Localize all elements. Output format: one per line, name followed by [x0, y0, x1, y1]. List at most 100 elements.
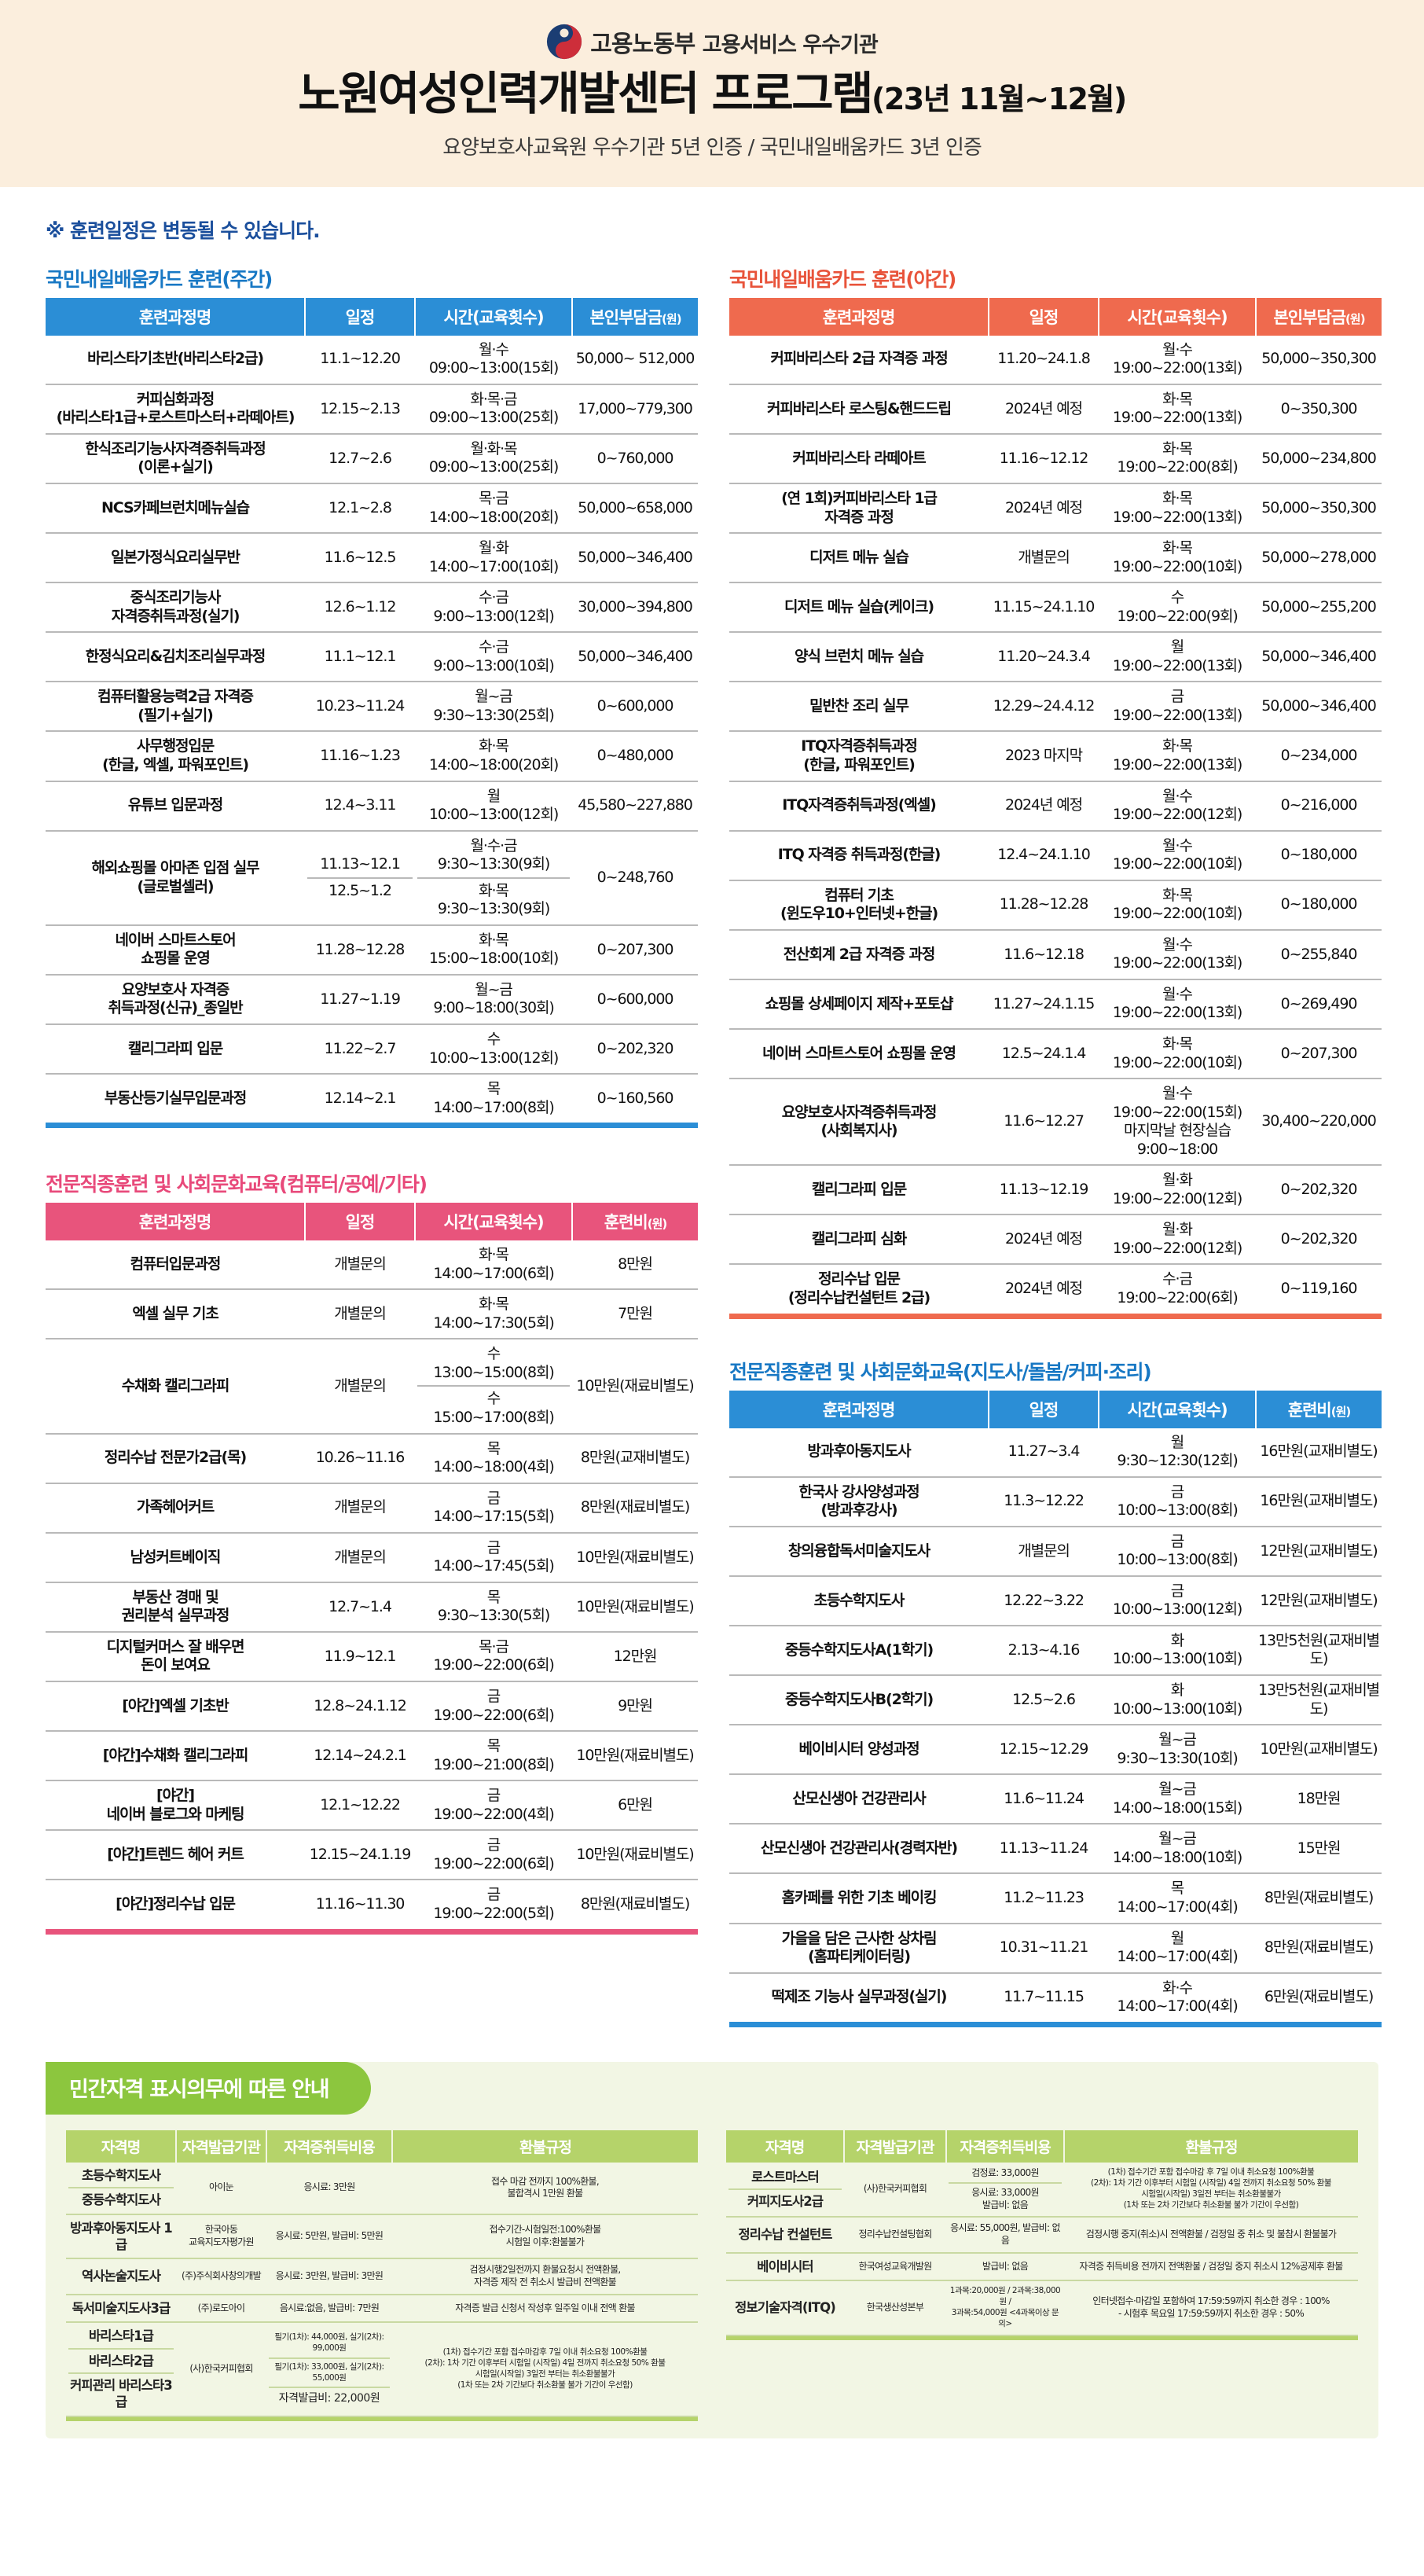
col-time: 시간(교육횟수) — [415, 1203, 573, 1241]
table-row: ITQ 자격증 취득과정(한글) 12.4~24.1.10 월·수 19:00~22:… — [729, 830, 1382, 881]
col-date: 일정 — [989, 1390, 1099, 1428]
cell-time: 목·금 19:00~22:00(6회) — [415, 1631, 572, 1683]
cell-course-name: 홈카페를 위한 기초 베이킹 — [729, 1873, 989, 1924]
col-fee: 본인부담금(원) — [572, 297, 698, 336]
cell-time: 수 19:00~22:00(9회) — [1099, 582, 1256, 634]
cell-date: 개별문의 — [305, 1240, 415, 1291]
cell-fee: 0~180,000 — [1256, 880, 1382, 931]
cell-time: 금 19:00~22:00(4회) — [415, 1780, 572, 1832]
cell-course-name: (연 1회)커피바리스타 1급 자격증 과정 — [729, 483, 989, 535]
cell-fee: 0~248,760 — [572, 830, 698, 926]
cell-course-name: 정리수납 입문 (정리수납컨설턴트 2급) — [787, 1270, 930, 1307]
table-day-footer-bar — [46, 1123, 698, 1129]
cell-date: 11.28~12.28 — [989, 880, 1099, 931]
cell-fee: 50,000~350,300 — [1256, 483, 1382, 535]
cell-date: 12.14~2.1 — [324, 1089, 397, 1107]
cell-fee: 10만원(재료비별도) — [572, 1582, 698, 1633]
cert-cell-refund: (1차) 접수기간 포함 접수마감 후 7일 이내 취소요청 100%환불 (2차… — [1064, 2162, 1358, 2218]
table-row: 컴퓨터활용능력2급 자격증 (필기+실기) 10.23~11.24 월~금 9:30~1… — [46, 682, 698, 733]
cell-course-name: 디저트 메뉴 실습 — [729, 533, 989, 584]
cell-date: 12.4~3.11 — [305, 781, 415, 832]
cell-time: 월~금 14:00~18:00(10회) — [1099, 1824, 1256, 1875]
cell-time: 화·목 19:00~22:00(13회) — [1099, 384, 1256, 435]
cell-date: 개별문의 — [305, 1532, 415, 1583]
cell-date: 2023 마지막 — [989, 731, 1099, 782]
cell-date: 11.28~12.28 — [305, 924, 415, 976]
cert-cell-org: 한국아동 교육지도자평가원 — [176, 2214, 266, 2260]
cell-fee: 13만5천원(교재비별도) — [1256, 1675, 1382, 1726]
cell-time: 월~금 9:30~13:30(10회) — [1099, 1725, 1256, 1776]
cell-fee: 50,000~346,400 — [1256, 632, 1382, 683]
table-row: [야간]엑셀 기초반 12.8~24.1.12 금 19:00~22:00(6회) 9만… — [46, 1681, 698, 1733]
cell-course-name: 산모신생아 건강관리사(경력자반) — [729, 1824, 989, 1875]
cert-section-title: 민간자격 표시의무에 따른 안내 — [46, 2061, 372, 2115]
cell-fee: 13만5천원(교재비별도) — [1256, 1625, 1382, 1677]
page-title-text: 노원여성인력개발센터 프로그램 — [298, 67, 873, 120]
cert-table-left-wrap: 자격명 자격발급기관 자격증취득비용 환불규정 초등수학지도사 중등수학지도사 아이… — [66, 2130, 698, 2421]
cell-course-name: 사무행정입문 (한글, 엑셀, 파워포인트) — [46, 731, 305, 782]
cell-date: 10.23~11.24 — [305, 682, 415, 733]
cell-date: 12.15~12.29 — [989, 1725, 1099, 1776]
cell-time: 금 10:00~13:00(12회) — [1099, 1575, 1256, 1626]
cell-course-name: 캘리그라피 심화 — [729, 1215, 989, 1266]
cell-fee: 50,000~658,000 — [572, 483, 698, 535]
cell-course-name: 전산회계 2급 자격증 과정 — [729, 929, 989, 980]
cell-fee: 0~350,300 — [1256, 384, 1382, 435]
cell-date: 2.13~4.16 — [989, 1625, 1099, 1677]
cell-date: 12.1~2.8 — [305, 483, 415, 535]
cell-course-name: 방과후아동지도사 — [729, 1428, 989, 1478]
cell-date: 11.1~12.1 — [305, 632, 415, 683]
table-row: 바리스타기초반(바리스타2급) 11.1~12.20 월·수 09:00~13:00(… — [46, 335, 698, 385]
cert-col-org: 자격발급기관 — [844, 2130, 947, 2163]
cell-time: 수·금 19:00~22:00(6회) — [1117, 1270, 1238, 1307]
table-row: 디저트 메뉴 실습 개별문의 화·목 19:00~22:00(10회) 50,000~2… — [729, 533, 1382, 584]
cert-right-footer-bar — [726, 2335, 1358, 2340]
cell-fee: 8만원(교재비별도) — [572, 1433, 698, 1484]
section-title-guide: 전문직종훈련 및 사회문화교육(지도사/돌봄/커피·조리) — [729, 1360, 1152, 1384]
cell-fee: 50,000~346,400 — [572, 533, 698, 584]
gov-badge-sub: 고용서비스 우수기관 — [702, 33, 879, 57]
cell-time: 목·금 14:00~18:00(20회) — [415, 483, 572, 535]
cell-fee: 12만원 — [572, 1631, 698, 1683]
page-title: 노원여성인력개발센터 프로그램(23년 11월~12월) — [0, 68, 1424, 120]
cell-time: 화·목 19:00~22:00(13회) — [1099, 731, 1256, 782]
cert-cell-name: 바리스타1급 바리스타2급 커피관리 바리스타3급 — [66, 2322, 176, 2417]
table-row: 초등수학지도사 12.22~3.22 금 10:00~13:00(12회) 12만원(교… — [729, 1575, 1382, 1626]
cell-fee: 0~600,000 — [572, 682, 698, 733]
cell-time: 금 19:00~22:00(6회) — [415, 1681, 572, 1733]
cell-time: 화·수 14:00~17:00(4회) — [1117, 1979, 1238, 2016]
program-tables-area: 국민내일배움카드 훈련(주간) 훈련과정명 일정 시간(교육횟수) 본인부담금(… — [0, 244, 1424, 2027]
table-row: 커피바리스타 라떼아트 11.16~12.12 화·목 19:00~22:00(8회)… — [729, 433, 1382, 484]
col-course-name: 훈련과정명 — [46, 1203, 306, 1241]
cell-course-name: 캘리그라피 입문 — [729, 1165, 989, 1216]
cell-date: 12.14~24.2.1 — [305, 1731, 415, 1782]
cert-cell-org: 한국여성교육개발원 — [844, 2252, 946, 2282]
cert-row: 방과후아동지도사 1급 한국아동 교육지도자평가원 응시료: 5만원, 발급비: 5만… — [66, 2214, 698, 2260]
cell-fee: 0~207,300 — [572, 924, 698, 976]
cell-time: 화·목 14:00~17:00(6회) — [415, 1240, 572, 1291]
cell-date: 2024년 예정 — [989, 483, 1099, 535]
cell-course-name: 양식 브런치 메뉴 실습 — [729, 632, 989, 683]
col-course-name: 훈련과정명 — [729, 1390, 989, 1428]
cell-date: 개별문의 — [305, 1339, 415, 1435]
cert-row: 초등수학지도사 중등수학지도사 아이눈 응시료: 3만원 접수 마감 전까지 100%환… — [66, 2162, 698, 2215]
cert-header-row: 자격명 자격발급기관 자격증취득비용 환불규정 — [66, 2130, 698, 2163]
table-row: ITQ자격증취득과정 (한글, 파워포인트) 2023 마지막 화·목 19:00~22… — [729, 731, 1382, 782]
table-row: 산모신생아 건강관리사 11.6~11.24 월~금 14:00~18:00(15회)… — [729, 1774, 1382, 1825]
cell-fee: 0~119,160 — [1280, 1280, 1358, 1298]
cell-course-name: 해외쇼핑몰 아마존 입점 실무 (글로벌셀러) — [46, 830, 305, 926]
cell-course-name: 디저트 메뉴 실습(케이크) — [729, 582, 989, 634]
cert-cell-org: 정리수납컨설팅협회 — [844, 2217, 946, 2254]
gov-badge-text: 고용노동부 고용서비스 우수기관 — [590, 24, 879, 59]
table-row: 부동산 경매 및 권리분석 실무과정 12.7~1.4 목 9:30~13:30(5회)… — [46, 1582, 698, 1633]
table-row: 밑반찬 조리 실무 12.29~24.4.12 금 19:00~22:00(13회) 5… — [729, 682, 1382, 733]
cell-time: 화 10:00~13:00(10회) — [1099, 1625, 1256, 1677]
cell-course-name: [야간]정리수납 입문 — [116, 1895, 236, 1913]
cell-fee: 10만원(교재비별도) — [1256, 1725, 1382, 1776]
cert-cell-cost: 응시료: 3만원 — [266, 2162, 392, 2215]
table-guide-programs: 훈련과정명 일정 시간(교육횟수) 훈련비(원) 방과후아동지도사 11.27~3… — [729, 1390, 1382, 2022]
cell-date: 12.5~2.6 — [989, 1675, 1099, 1726]
table-row: [야간]정리수납 입문 11.16~11.30 금 19:00~22:00(5회) 8만… — [46, 1880, 698, 1928]
cell-course-name: 부동산 경매 및 권리분석 실무과정 — [46, 1582, 305, 1633]
cert-cell-cost: 응시료: 5만원, 발급비: 5만원 — [266, 2214, 392, 2260]
